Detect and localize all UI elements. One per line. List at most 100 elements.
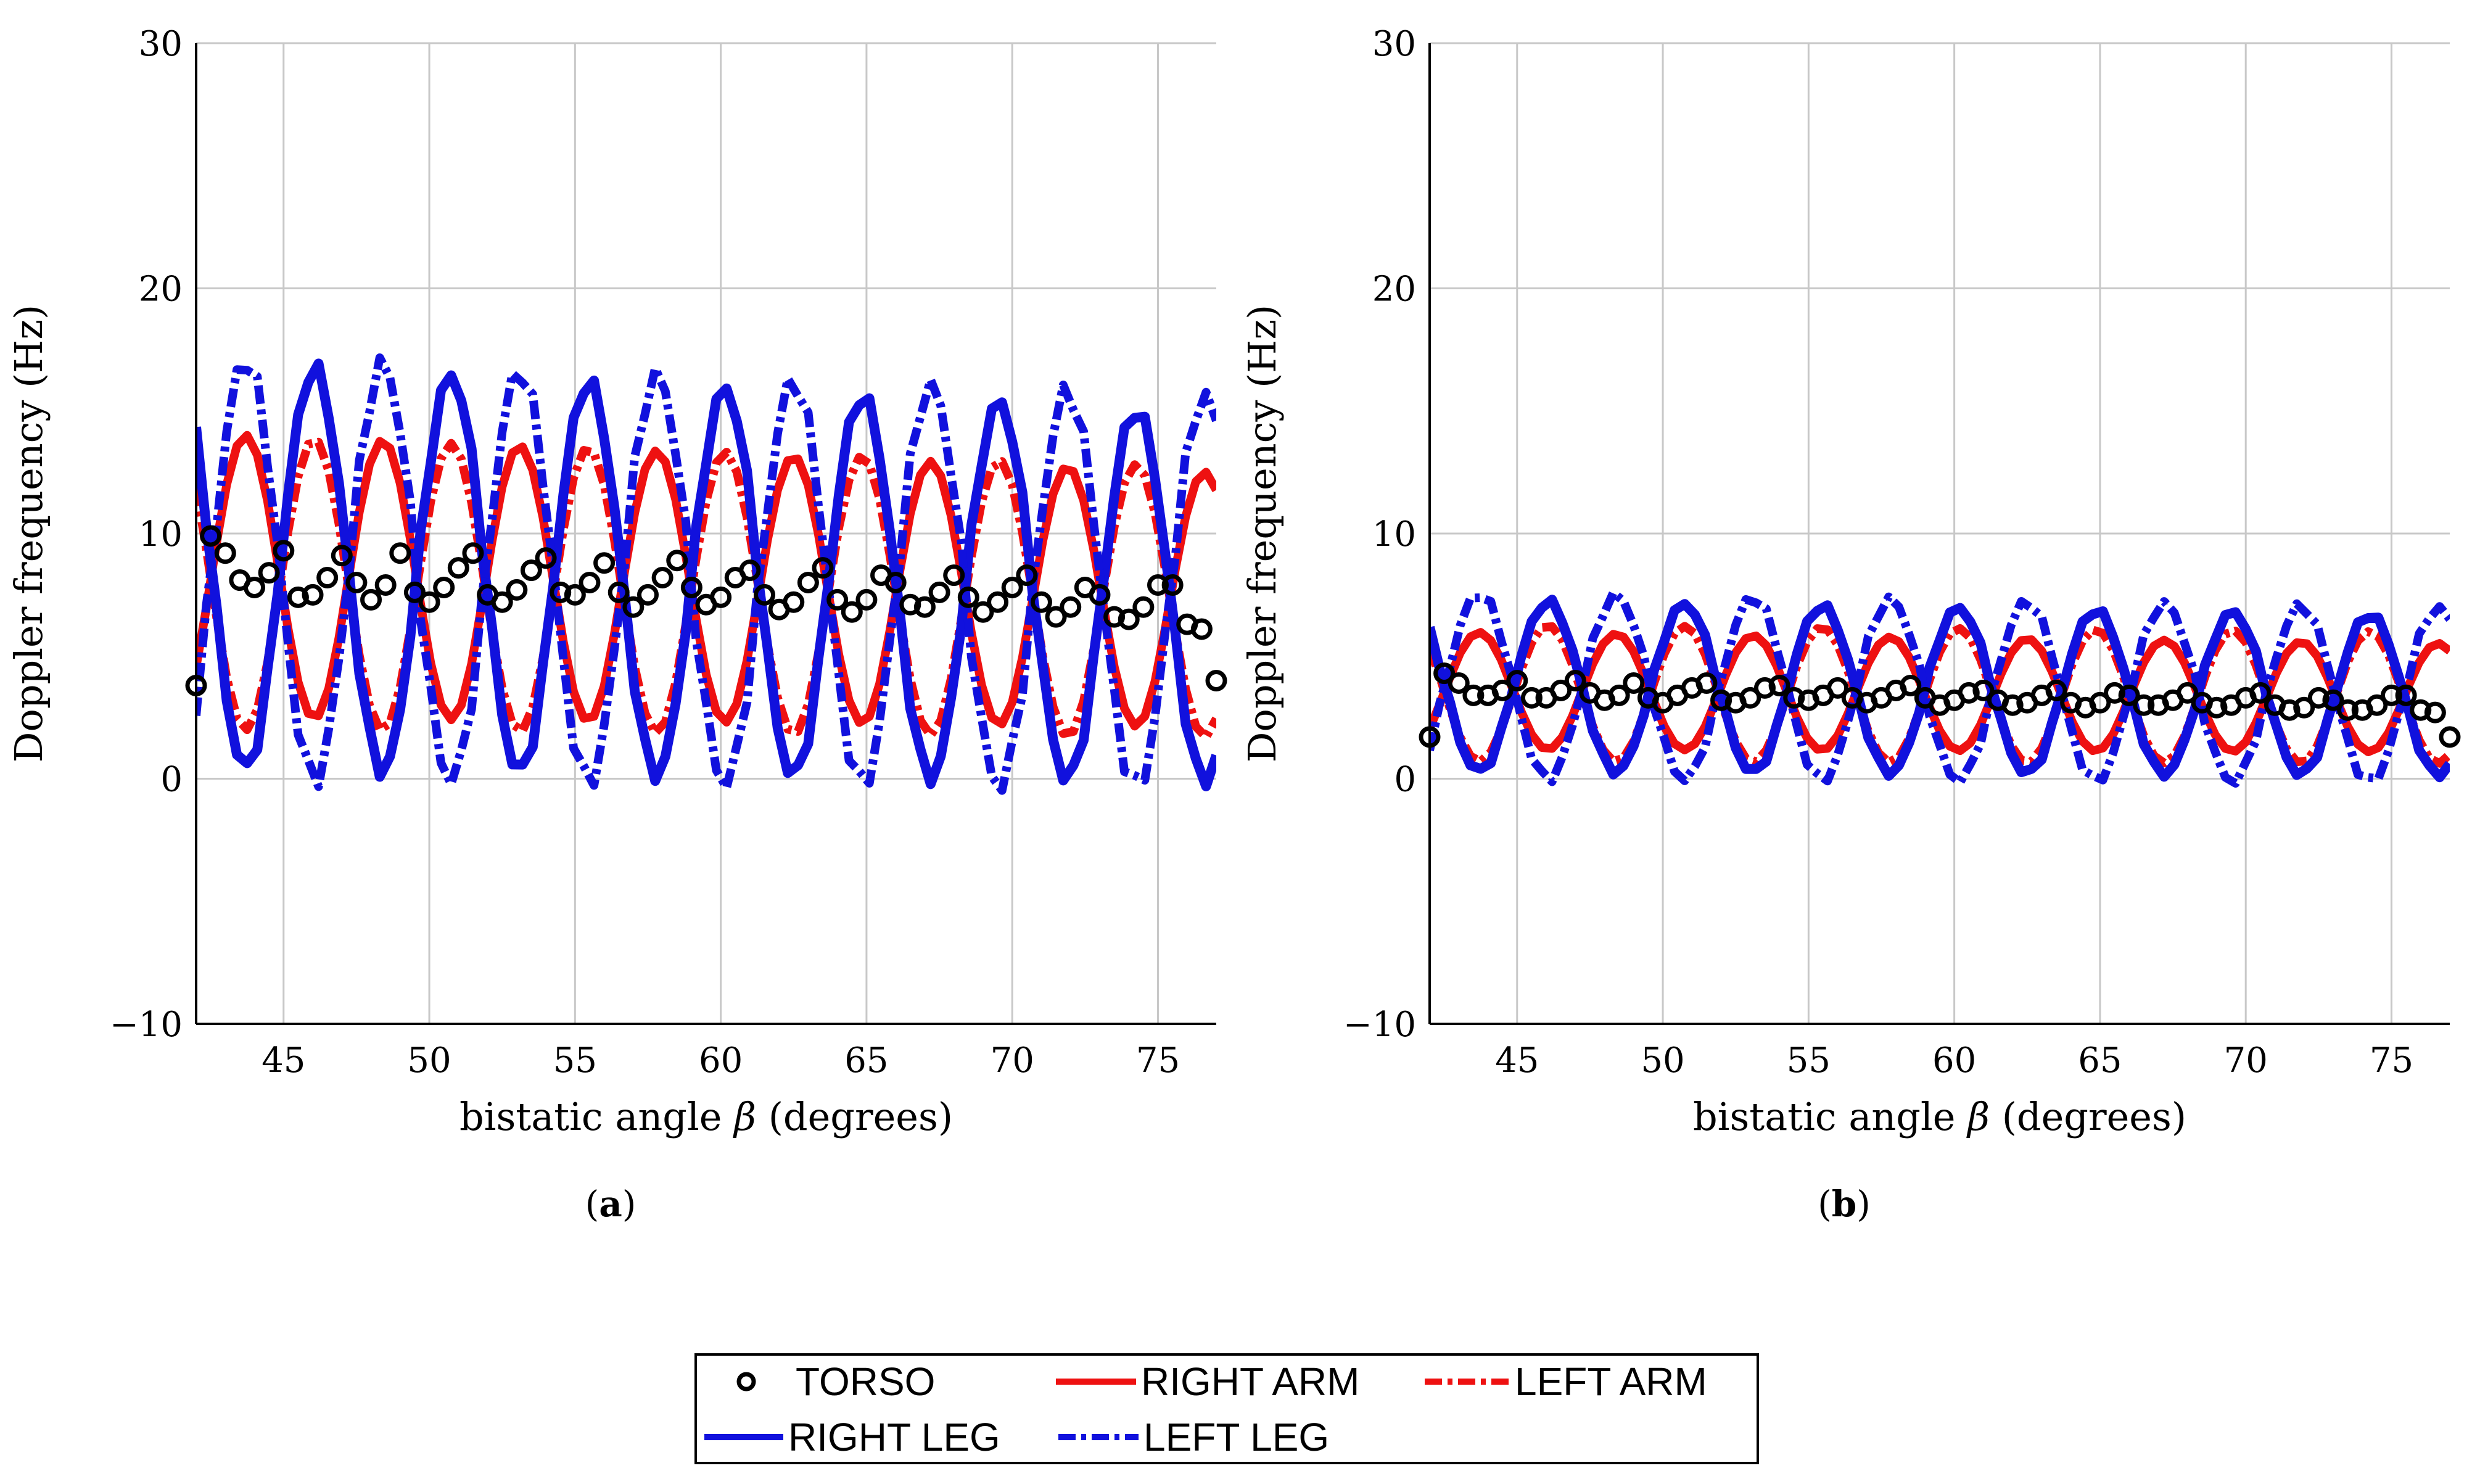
torso-point [258, 562, 280, 584]
torso-point [2104, 682, 2126, 704]
series-line-left-leg [196, 353, 1216, 795]
torso-point [913, 596, 936, 618]
torso-point [1768, 674, 1790, 696]
torso-point [2395, 684, 2417, 706]
y-tick-label: 30 [1372, 24, 1416, 64]
x-tick-label: 70 [991, 1041, 1034, 1081]
legend-label-torso: TORSO [796, 1359, 935, 1404]
torso-point [797, 572, 819, 593]
torso-point [360, 588, 382, 611]
y-axis-label: Doppler frequency (Hz) [1240, 305, 1285, 762]
torso-point [1564, 670, 1586, 691]
torso-point [2293, 696, 2315, 719]
torso-point [1550, 679, 1572, 701]
torso-point [2133, 694, 2155, 716]
torso-point [739, 559, 761, 582]
torso-point [1118, 608, 1140, 630]
x-tick-label: 45 [262, 1041, 305, 1081]
x-tick-label: 65 [844, 1041, 888, 1081]
torso-point [957, 586, 979, 608]
legend: TORSO RIGHT ARM LEFT ARM RIGHT LEG LEFT … [694, 1353, 1759, 1464]
torso-point [244, 576, 266, 598]
torso-point [608, 581, 630, 603]
torso-point [1739, 686, 1761, 709]
torso-point [2206, 696, 2228, 719]
y-tick-label: 10 [139, 514, 183, 554]
torso-point [1045, 606, 1067, 628]
x-tick-label: 75 [2370, 1041, 2413, 1081]
legend-swatch-torso [736, 1372, 756, 1391]
torso-point [1958, 682, 1980, 704]
x-tick-label: 65 [2078, 1041, 2122, 1081]
torso-point [884, 572, 907, 593]
y-tick-label: 0 [1394, 760, 1416, 800]
x-axis-label: bistatic angle β (degrees) [1693, 1094, 2186, 1139]
torso-point [651, 567, 674, 589]
torso-point [2045, 679, 2067, 701]
torso-point [389, 542, 411, 564]
torso-point [491, 591, 513, 613]
torso-point [1900, 674, 1922, 696]
y-tick-label: 0 [160, 760, 183, 800]
torso-point [214, 542, 236, 564]
torso-point [374, 574, 397, 596]
torso-point [622, 596, 645, 618]
torso-point [2278, 699, 2301, 721]
torso-point [987, 591, 1009, 613]
torso-point [506, 579, 528, 601]
panel-label: (a) [585, 1183, 636, 1225]
torso-point [1433, 662, 1456, 685]
torso-point [1205, 670, 1227, 691]
x-tick-label: 75 [1136, 1041, 1180, 1081]
x-tick-label: 50 [407, 1041, 451, 1081]
torso-point [2439, 726, 2461, 748]
torso-point [1506, 670, 1528, 691]
torso-point [1030, 591, 1052, 613]
x-tick-label: 55 [1787, 1041, 1831, 1081]
torso-point [447, 557, 469, 579]
torso-point [1608, 684, 1630, 706]
torso-point [579, 572, 601, 593]
torso-point [535, 547, 557, 569]
panel-a: 45 50 55 60 65 70 75 −10 0 10 20 30 bistatic angle β… [6, 24, 1227, 1225]
torso-point [2322, 689, 2344, 711]
y-tick-label: −10 [1343, 1005, 1416, 1045]
torso-point [302, 583, 324, 606]
torso-point [273, 540, 295, 562]
y-tick-label: 10 [1372, 514, 1416, 554]
torso-point [1132, 596, 1155, 618]
y-axis-label: Doppler frequency (Hz) [6, 305, 51, 762]
x-tick-label: 45 [1495, 1041, 1539, 1081]
torso-point [2366, 694, 2388, 716]
torso-point [1448, 672, 1470, 694]
torso-point [462, 542, 484, 564]
torso-point [2089, 691, 2111, 714]
legend-label-right-arm: RIGHT ARM [1141, 1359, 1359, 1404]
torso-point [783, 591, 805, 613]
torso-point [1710, 689, 1732, 711]
torso-point [841, 601, 863, 623]
torso-point [2177, 682, 2199, 704]
series-line-left-leg [1430, 588, 2450, 788]
plot-area [196, 353, 1216, 795]
torso-point [200, 525, 222, 547]
torso-point [1783, 686, 1805, 709]
torso-point [1695, 672, 1718, 694]
legend-box [694, 1353, 1759, 1464]
panel-b: 45 50 55 60 65 70 75 −10 0 10 20 30 bistatic angle β… [1240, 24, 2461, 1225]
torso-point [1753, 677, 1776, 699]
torso-point [899, 593, 921, 616]
legend-label-left-leg: LEFT LEG [1143, 1415, 1329, 1459]
torso-point [812, 557, 834, 579]
legend-label-left-arm: LEFT ARM [1515, 1359, 1707, 1404]
torso-point [287, 586, 309, 608]
x-tick-label: 70 [2224, 1041, 2268, 1081]
torso-point [593, 552, 616, 574]
torso-point [550, 581, 572, 603]
torso-point [331, 545, 353, 567]
torso-point [928, 581, 950, 603]
torso-point [345, 572, 368, 593]
torso-point [943, 564, 965, 587]
torso-point [1520, 686, 1543, 709]
torso-point [1972, 679, 1995, 701]
